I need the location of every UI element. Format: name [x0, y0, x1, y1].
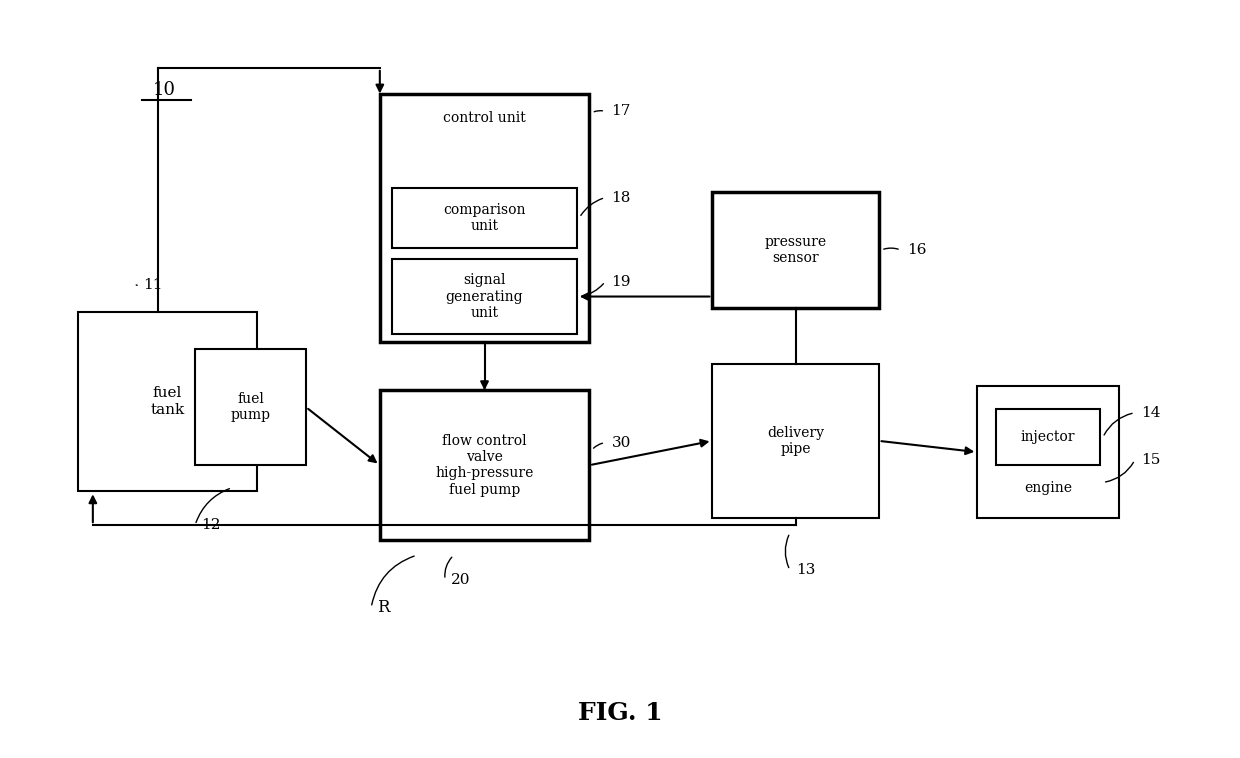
FancyBboxPatch shape: [712, 192, 879, 308]
Text: injector: injector: [1021, 430, 1075, 444]
Text: comparison
unit: comparison unit: [443, 202, 526, 233]
Text: control unit: control unit: [443, 111, 526, 124]
FancyBboxPatch shape: [996, 409, 1100, 465]
Text: delivery
pipe: delivery pipe: [768, 426, 825, 456]
Text: R: R: [377, 599, 389, 616]
FancyBboxPatch shape: [195, 349, 306, 465]
Text: 12: 12: [201, 518, 221, 532]
Text: 10: 10: [153, 81, 176, 99]
Text: 14: 14: [1141, 406, 1161, 420]
Text: 20: 20: [451, 573, 471, 587]
Text: engine: engine: [1024, 481, 1073, 495]
Text: 17: 17: [611, 105, 631, 118]
Text: 19: 19: [611, 274, 631, 289]
Text: signal
generating
unit: signal generating unit: [445, 274, 523, 320]
Text: fuel
tank: fuel tank: [150, 387, 185, 417]
FancyBboxPatch shape: [977, 387, 1118, 518]
FancyBboxPatch shape: [78, 312, 257, 491]
FancyBboxPatch shape: [379, 390, 589, 540]
Text: FIG. 1: FIG. 1: [578, 700, 662, 725]
Text: 15: 15: [1141, 453, 1161, 467]
Text: 13: 13: [796, 563, 816, 577]
Text: 16: 16: [906, 243, 926, 257]
Text: fuel
pump: fuel pump: [231, 392, 270, 422]
FancyBboxPatch shape: [392, 259, 577, 334]
Text: 11: 11: [144, 278, 162, 293]
FancyBboxPatch shape: [712, 364, 879, 518]
Text: flow control
valve
high-pressure
fuel pump: flow control valve high-pressure fuel pu…: [435, 434, 533, 496]
Text: 18: 18: [611, 190, 631, 205]
Text: pressure
sensor: pressure sensor: [764, 234, 827, 265]
FancyBboxPatch shape: [392, 188, 577, 248]
Text: 30: 30: [611, 436, 631, 449]
FancyBboxPatch shape: [379, 94, 589, 342]
